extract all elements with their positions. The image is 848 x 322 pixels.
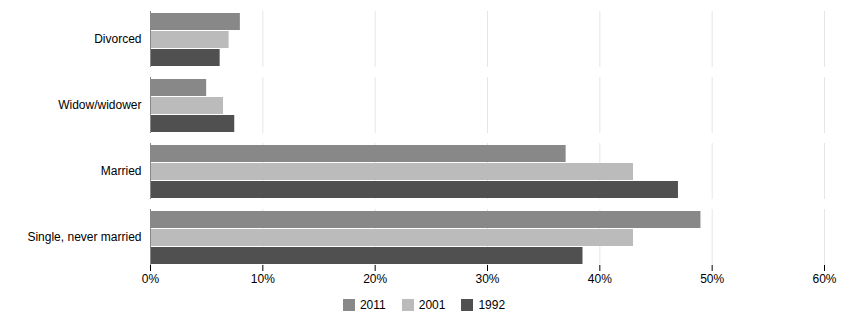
svg-text:30%: 30% [475,272,499,286]
svg-text:Widow/widower: Widow/widower [58,98,141,112]
svg-text:40%: 40% [588,272,612,286]
svg-text:Married: Married [101,164,142,178]
svg-text:60%: 60% [812,272,836,286]
html-text:2001: 2001 [418,298,446,312]
html-text:1992: 1992 [478,298,506,312]
svg-text:10%: 10% [251,272,275,286]
svg-text:0%: 0% [142,272,160,286]
svg-text:Single, never married: Single, never married [27,230,141,244]
svg-text:20%: 20% [363,272,387,286]
svg-text:50%: 50% [700,272,724,286]
html-text:2011: 2011 [359,298,386,312]
svg-text:Divorced: Divorced [94,32,141,46]
